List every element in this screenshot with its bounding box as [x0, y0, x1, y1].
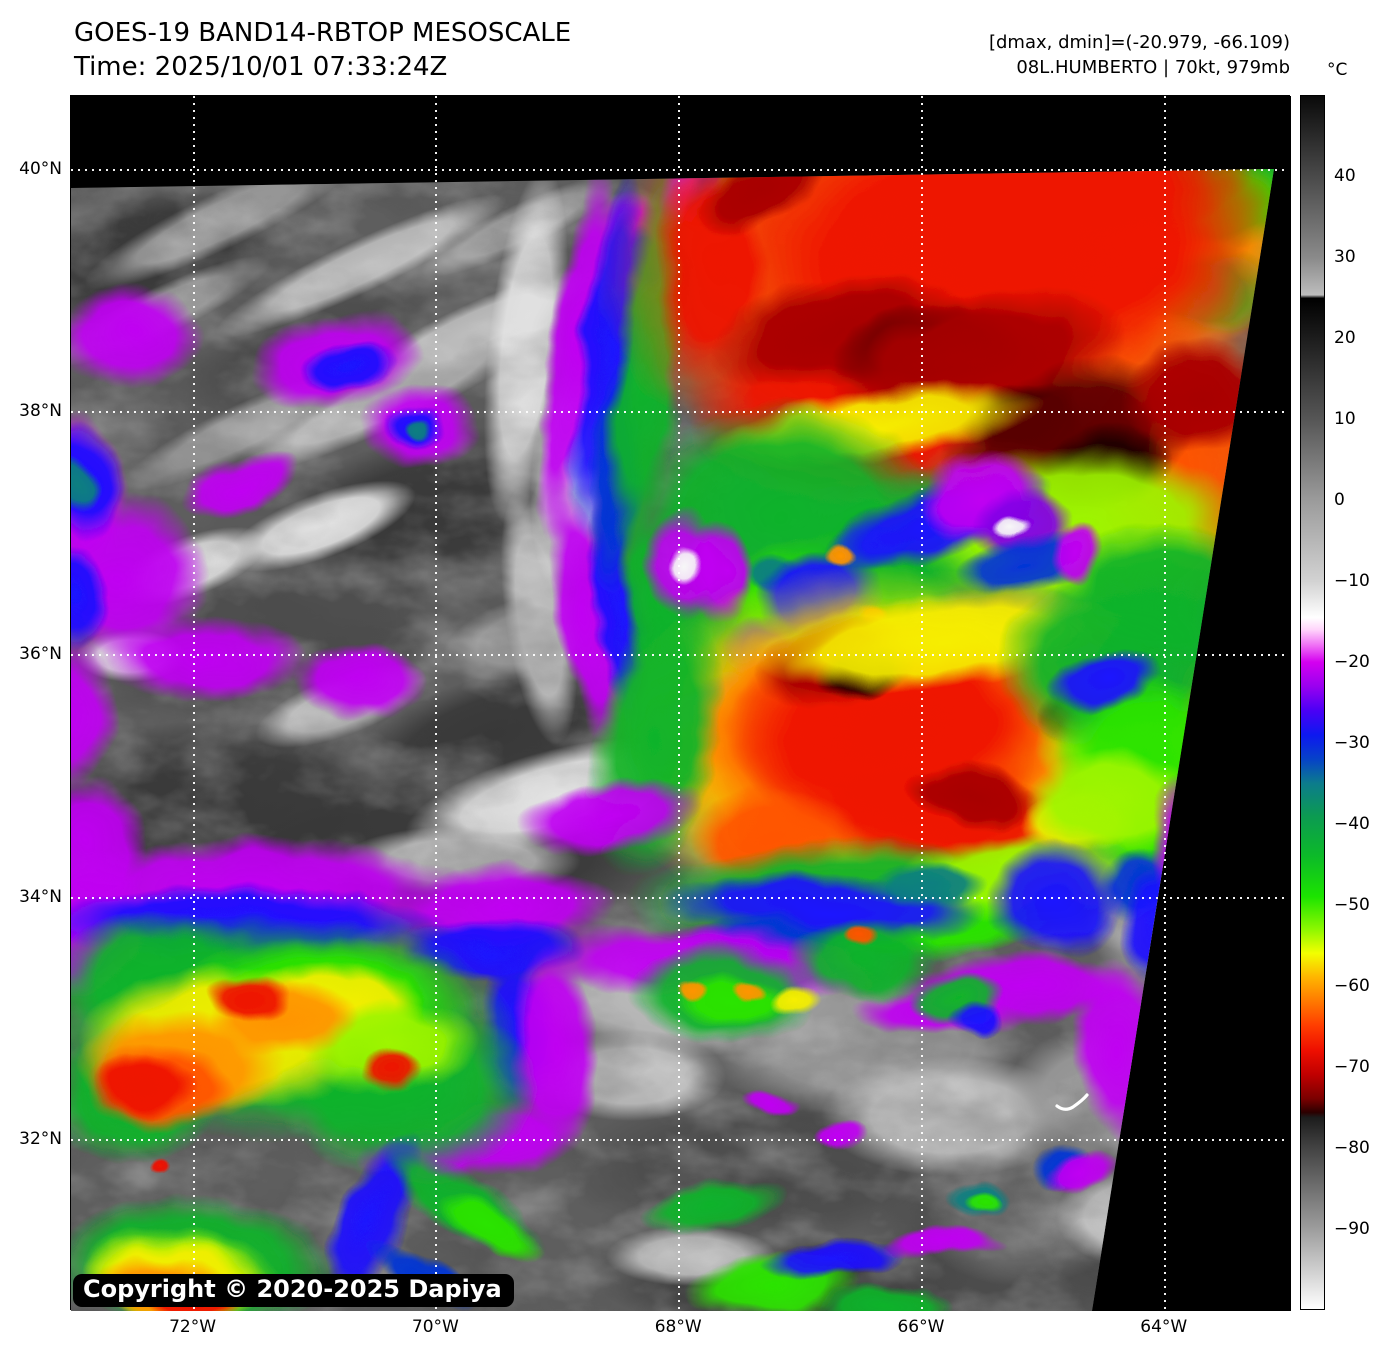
lon-tick-label: 64°W: [1140, 1317, 1188, 1337]
colorbar-tick-label: 20: [1334, 328, 1356, 348]
colorbar-tick-label: −30: [1334, 733, 1370, 753]
satellite-swath: [71, 169, 1274, 1311]
colorbar-tick-label: −90: [1334, 1219, 1370, 1239]
colorbar-tick-label: −40: [1334, 814, 1370, 834]
colorbar-tick-label: 40: [1334, 166, 1356, 186]
figure-header: GOES-19 BAND14-RBTOP MESOSCALE Time: 202…: [74, 16, 571, 84]
colorbar-tick-label: 0: [1334, 490, 1345, 510]
lat-tick-label: 36°N: [19, 643, 62, 664]
figure-title: GOES-19 BAND14-RBTOP MESOSCALE: [74, 18, 572, 48]
lon-tick-label: 72°W: [169, 1317, 217, 1337]
lon-tick-label: 66°W: [897, 1317, 945, 1337]
lon-tick-label: 68°W: [654, 1317, 702, 1337]
lat-tick-label: 38°N: [19, 401, 62, 422]
storm-readout: [dmax, dmin]=(-20.979, -66.109) 08L.HUMB…: [989, 30, 1290, 80]
bermuda-island-outline: [1055, 1093, 1089, 1111]
colorbar-tick-label: −80: [1334, 1138, 1370, 1158]
colorbar-tick-label: −20: [1334, 652, 1370, 672]
figure-timestamp: Time: 2025/10/01 07:33:24Z: [74, 52, 448, 82]
lat-tick-label: 40°N: [19, 158, 62, 179]
lat-tick-label: 34°N: [19, 886, 62, 907]
map-area: Copyright © 2020-2025 Dapiya: [70, 95, 1291, 1311]
colorbar-tick-label: −70: [1334, 1057, 1370, 1077]
colorbar-tick-label: −50: [1334, 895, 1370, 915]
dmax-dmin-readout: [dmax, dmin]=(-20.979, -66.109): [988, 32, 1290, 53]
copyright-badge: Copyright © 2020-2025 Dapiya: [73, 1274, 514, 1307]
colorbar: [1300, 95, 1325, 1310]
storm-info: 08L.HUMBERTO | 70kt, 979mb: [1016, 57, 1290, 78]
lon-tick-label: 70°W: [411, 1317, 459, 1337]
colorbar-tick-label: −60: [1334, 976, 1370, 996]
colorbar-tick-label: −10: [1334, 571, 1370, 591]
colorbar-unit-label: °C: [1327, 60, 1348, 80]
lat-tick-label: 32°N: [19, 1129, 62, 1150]
colorbar-tick-label: 10: [1334, 409, 1356, 429]
satellite-image: [71, 96, 1291, 1311]
colorbar-tick-label: 30: [1334, 247, 1356, 267]
